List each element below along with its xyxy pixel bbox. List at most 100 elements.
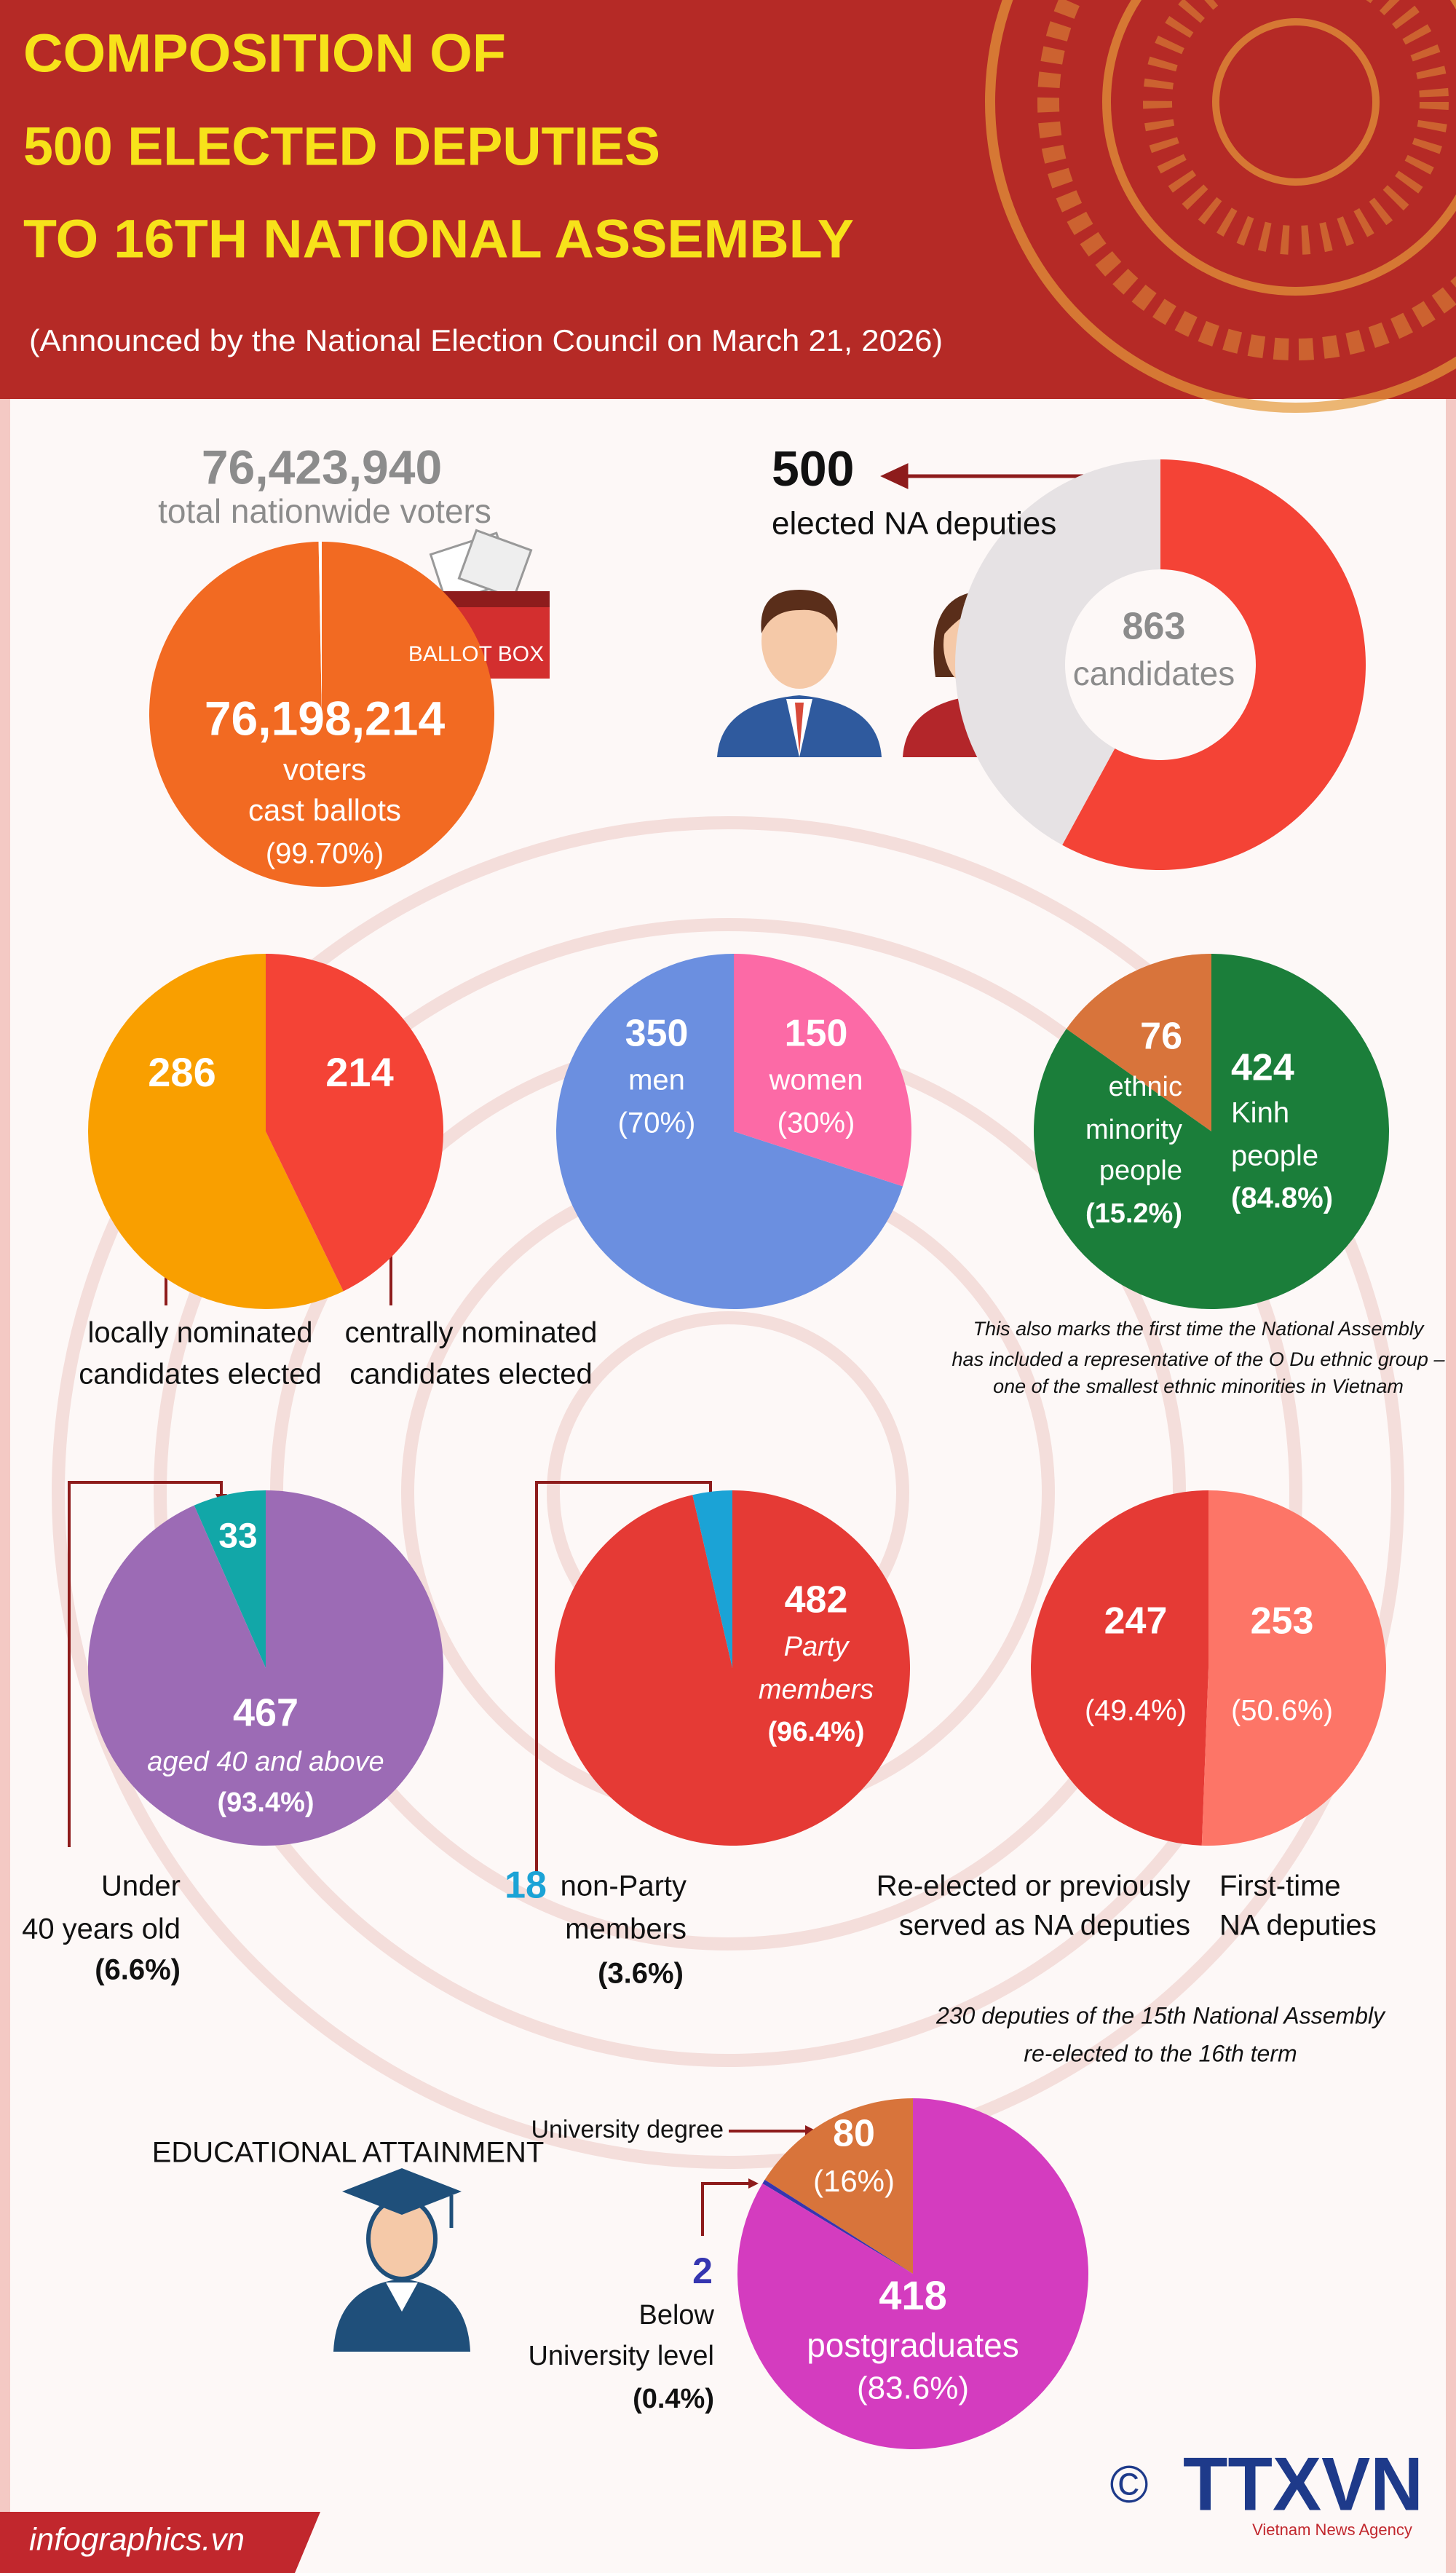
label: locally nominated <box>87 1317 312 1349</box>
arrow-head <box>880 463 909 489</box>
graduate-collar <box>386 2282 418 2312</box>
label: (99.70%) <box>266 838 384 870</box>
pie-slice <box>764 2098 913 2274</box>
label: candidates elected <box>79 1359 322 1391</box>
pie-slice <box>692 1490 732 1668</box>
title-line: TO 16TH NATIONAL ASSEMBLY <box>23 209 854 269</box>
label: Under <box>101 1870 181 1902</box>
pie-rest <box>318 541 322 714</box>
label: (93.4%) <box>217 1787 314 1818</box>
label: candidates elected <box>349 1359 593 1391</box>
label: NA deputies <box>1219 1910 1377 1942</box>
man-head <box>761 593 837 689</box>
label: minority <box>1085 1115 1182 1145</box>
subtitle: (Announced by the National Election Coun… <box>29 323 943 357</box>
label: EDUCATIONAL ATTAINMENT <box>152 2137 545 2169</box>
label: 214 <box>325 1049 393 1095</box>
pie-slice <box>1201 1490 1386 1846</box>
drum-ring <box>1212 18 1380 186</box>
ballot-paper <box>457 529 533 600</box>
man-tie <box>795 703 804 754</box>
bracket <box>535 1481 712 1872</box>
drum-ring <box>1102 0 1456 296</box>
label: one of the smallest ethnic minorities in… <box>993 1375 1404 1397</box>
pie-slice <box>734 954 911 1187</box>
label: non-Party <box>561 1870 687 1902</box>
right-border <box>1446 399 1456 2573</box>
label: Below <box>639 2300 715 2331</box>
label: aged 40 and above <box>147 1747 384 1777</box>
label: people <box>1099 1155 1182 1186</box>
label: men <box>628 1064 685 1096</box>
drum-ring <box>1143 0 1449 255</box>
label: (0.4%) <box>633 2384 714 2414</box>
header-drum <box>985 0 1456 413</box>
label: served as NA deputies <box>899 1910 1190 1942</box>
label: 230 deputies of the 15th National Assemb… <box>935 2002 1386 2028</box>
label: (84.8%) <box>1231 1182 1333 1214</box>
pie-slice <box>554 1490 910 1846</box>
title-line: 500 ELECTED DEPUTIES <box>23 116 660 177</box>
footer-band <box>0 2512 320 2573</box>
label: First-time <box>1219 1870 1341 1902</box>
label: (83.6%) <box>857 2371 969 2406</box>
label: 424 <box>1231 1047 1294 1089</box>
label: BALLOT BOX <box>408 642 544 666</box>
bracket <box>68 1481 223 1847</box>
graduate-body <box>333 2279 470 2352</box>
man-icon <box>717 590 882 757</box>
pie-slice <box>737 2098 1088 2449</box>
label: (3.6%) <box>598 1958 684 1990</box>
pie-slice <box>87 954 344 1310</box>
pie-slice <box>1066 954 1211 1131</box>
label: has included a representative of the O D… <box>952 1348 1446 1370</box>
label: University degree <box>531 2116 724 2143</box>
label: 76,198,214 <box>205 691 446 745</box>
pie-slice <box>1062 459 1366 870</box>
pie-slice <box>194 1490 266 1668</box>
logo: TTXVN <box>1183 2442 1423 2526</box>
label: (6.6%) <box>95 1954 181 1986</box>
man-hair <box>761 590 838 633</box>
pie-slice <box>762 2179 913 2274</box>
label: (16%) <box>813 2164 895 2198</box>
label: Re-elected or previously <box>877 1870 1190 1902</box>
label: members <box>565 1913 687 1945</box>
label: 286 <box>148 1049 215 1095</box>
label: (49.4%) <box>1085 1695 1187 1727</box>
label: 467 <box>233 1691 298 1734</box>
drum-ring <box>52 816 1404 2169</box>
label: voters <box>283 752 366 786</box>
drum-ring <box>154 918 1302 2067</box>
label: elected NA deputies <box>772 506 1056 542</box>
label: 418 <box>879 2272 946 2318</box>
pie-slice <box>149 542 495 887</box>
label: 500 <box>772 441 854 497</box>
label: 76 <box>1140 1016 1182 1058</box>
brackets <box>68 1481 808 2236</box>
label: 350 <box>625 1013 689 1055</box>
pie-slice <box>87 1490 443 1846</box>
label: total nationwide voters <box>158 492 491 530</box>
pie-slice <box>1033 954 1389 1309</box>
label: University level <box>528 2341 714 2371</box>
copyright: © <box>1109 2456 1148 2514</box>
label: re-elected to the 16th term <box>1024 2040 1297 2066</box>
label: 40 years old <box>22 1913 181 1945</box>
label: This also marks the first time the Natio… <box>973 1318 1425 1340</box>
pie-slice <box>1030 1490 1208 1846</box>
label: 80 <box>833 2113 875 2155</box>
label: 33 <box>218 1517 257 1556</box>
label: postgraduates <box>807 2326 1019 2364</box>
label: (50.6%) <box>1231 1695 1333 1727</box>
label: 18 <box>505 1865 547 1907</box>
graduate-cap <box>342 2168 462 2215</box>
drum-ring <box>1037 0 1456 360</box>
label: Kinh <box>1231 1097 1289 1129</box>
drum-ring <box>985 0 1456 413</box>
label: Party <box>784 1632 850 1662</box>
label: candidates <box>1073 655 1235 692</box>
bracket <box>701 2182 750 2236</box>
label: women <box>769 1064 863 1096</box>
